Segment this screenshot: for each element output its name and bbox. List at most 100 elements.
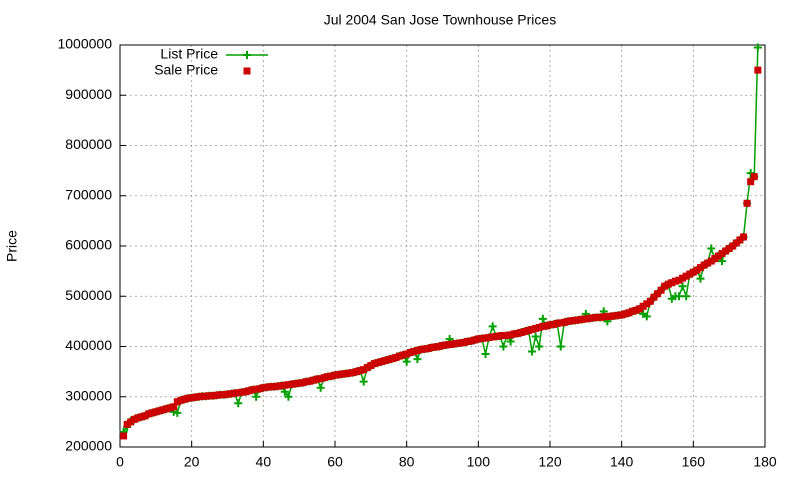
point-marker [643, 300, 651, 308]
y-tick-label: 500000 [65, 287, 112, 303]
point-marker [682, 272, 690, 280]
point-marker [406, 349, 414, 357]
point-marker [234, 389, 242, 397]
point-marker [439, 341, 446, 349]
point-marker [206, 392, 214, 400]
point-marker [417, 346, 425, 354]
point-marker [130, 415, 138, 423]
y-tick-label: 700000 [65, 186, 112, 202]
point-marker [252, 385, 260, 393]
point-marker [646, 297, 654, 305]
point-marker [238, 388, 246, 396]
x-tick-label: 100 [467, 454, 491, 470]
chart-title: Jul 2004 San Jose Townhouse Prices [324, 12, 556, 28]
point-marker [227, 390, 235, 398]
point-marker [216, 391, 224, 399]
point-marker [284, 381, 292, 389]
point-marker [378, 358, 386, 366]
point-marker [198, 392, 206, 400]
point-marker [600, 313, 608, 321]
point-marker [449, 340, 457, 348]
point-marker [743, 199, 751, 207]
point-marker [152, 408, 160, 416]
point-marker [392, 354, 400, 362]
point-marker [320, 374, 328, 382]
point-marker [614, 311, 622, 319]
point-marker [188, 394, 196, 402]
point-marker [618, 311, 626, 319]
point-marker [410, 348, 418, 356]
x-tick-label: 0 [116, 454, 124, 470]
point-marker [571, 316, 579, 324]
point-marker [370, 360, 378, 368]
point-marker [163, 405, 171, 413]
point-marker [191, 393, 199, 401]
point-marker [148, 409, 156, 417]
legend-swatch [243, 67, 251, 75]
point-marker [327, 372, 335, 380]
point-marker [324, 373, 332, 381]
point-marker [213, 391, 221, 399]
point-marker [636, 305, 644, 313]
point-marker [686, 270, 694, 278]
point-marker [556, 342, 565, 351]
point-marker [155, 407, 163, 415]
point-marker [650, 293, 658, 301]
point-marker [120, 432, 128, 440]
point-marker [138, 413, 145, 421]
point-marker [704, 259, 712, 267]
point-marker [499, 331, 507, 339]
point-marker [747, 178, 755, 186]
point-marker [241, 388, 249, 396]
point-marker [435, 343, 443, 350]
point-marker [564, 317, 572, 325]
point-marker [729, 242, 737, 250]
point-marker [252, 392, 261, 401]
point-marker [413, 347, 421, 355]
point-marker [302, 378, 310, 386]
point-marker [531, 332, 540, 341]
point-marker [657, 286, 665, 294]
point-marker [753, 43, 762, 52]
point-marker [754, 66, 762, 74]
point-marker [550, 320, 558, 328]
y-axis-label: Price [4, 230, 20, 262]
point-marker [661, 282, 669, 290]
x-tick-label: 80 [399, 454, 415, 470]
point-marker [316, 383, 325, 392]
y-tick-label: 900000 [65, 86, 112, 102]
plot-frame [119, 44, 766, 448]
point-marker [385, 356, 393, 364]
point-marker [173, 408, 182, 417]
point-marker [345, 369, 353, 377]
y-tick-label: 800000 [65, 136, 112, 152]
point-marker [310, 376, 317, 384]
point-marker [360, 366, 368, 374]
point-marker [281, 381, 289, 389]
point-marker [642, 312, 651, 321]
point-marker [464, 337, 472, 345]
point-marker [689, 268, 697, 276]
point-marker [424, 345, 432, 353]
point-marker [693, 266, 701, 274]
point-marker [456, 339, 464, 347]
point-marker [299, 379, 307, 387]
point-marker [481, 350, 490, 359]
point-marker [259, 384, 267, 392]
point-marker [740, 233, 747, 241]
point-marker [267, 383, 274, 391]
point-marker [478, 334, 486, 342]
point-marker [127, 418, 135, 426]
point-marker [402, 357, 411, 366]
y-tick-label: 300000 [65, 387, 112, 403]
point-marker [159, 406, 167, 414]
point-marker [474, 335, 482, 343]
point-marker [263, 383, 271, 391]
point-marker [707, 257, 715, 265]
point-marker [532, 324, 540, 332]
point-marker [538, 314, 547, 323]
point-marker [453, 339, 461, 347]
point-marker [195, 393, 203, 401]
point-marker [335, 371, 343, 379]
